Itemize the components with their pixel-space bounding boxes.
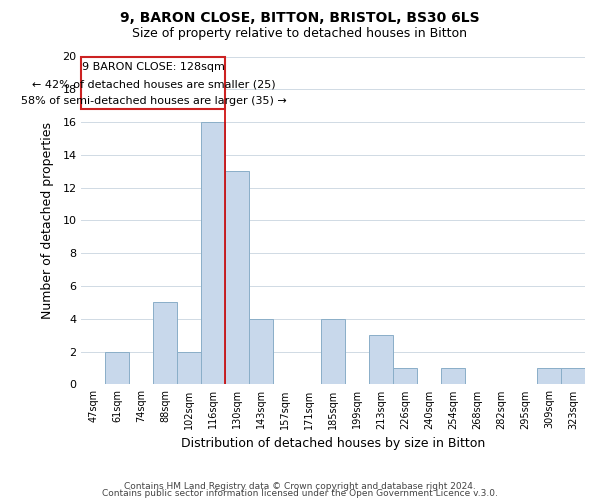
Text: ← 42% of detached houses are smaller (25): ← 42% of detached houses are smaller (25… [32,80,275,90]
Text: 9, BARON CLOSE, BITTON, BRISTOL, BS30 6LS: 9, BARON CLOSE, BITTON, BRISTOL, BS30 6L… [120,11,480,25]
Bar [561,368,585,384]
X-axis label: Distribution of detached houses by size in Bitton: Distribution of detached houses by size … [181,437,485,450]
Text: Contains public sector information licensed under the Open Government Licence v.: Contains public sector information licen… [102,490,498,498]
Bar [178,352,202,384]
Bar [154,302,178,384]
Bar [393,368,417,384]
Text: Contains HM Land Registry data © Crown copyright and database right 2024.: Contains HM Land Registry data © Crown c… [124,482,476,491]
Bar [369,335,393,384]
Y-axis label: Number of detached properties: Number of detached properties [41,122,54,319]
Bar [537,368,561,384]
Text: 9 BARON CLOSE: 128sqm: 9 BARON CLOSE: 128sqm [82,62,225,72]
Bar [106,352,130,384]
Text: Size of property relative to detached houses in Bitton: Size of property relative to detached ho… [133,28,467,40]
Bar [321,319,345,384]
Bar [249,319,273,384]
Bar [226,172,249,384]
Text: 58% of semi-detached houses are larger (35) →: 58% of semi-detached houses are larger (… [20,96,286,106]
FancyBboxPatch shape [82,56,226,109]
Bar [441,368,465,384]
Bar [202,122,226,384]
